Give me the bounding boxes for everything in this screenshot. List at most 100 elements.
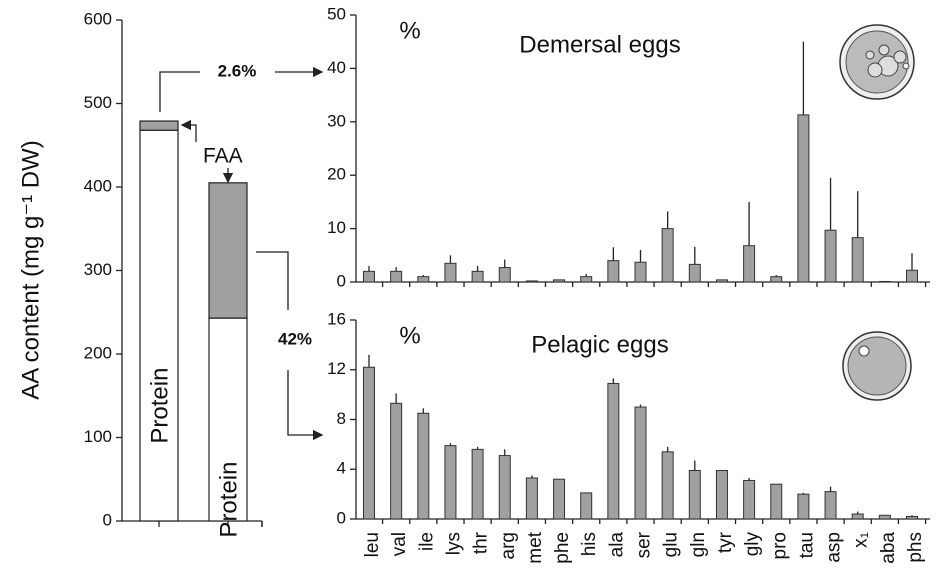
arrow [159, 71, 200, 112]
bar [715, 279, 728, 283]
series-label: Protein [215, 462, 242, 538]
y-tick-label: 300 [84, 260, 112, 279]
y-tick-label: 100 [84, 427, 112, 446]
bar-segment [208, 317, 248, 522]
x-tick-label: thr [471, 531, 492, 554]
bar [797, 114, 810, 283]
pelagic-egg-icon [842, 331, 912, 401]
bar [471, 270, 484, 283]
x-tick-label: phs [905, 532, 926, 563]
bar [878, 514, 891, 520]
bar [553, 478, 566, 520]
y-tick-label: 200 [84, 343, 112, 362]
bar [743, 479, 756, 520]
x-tick-label: his [579, 532, 600, 556]
y-tick-label: 16 [327, 309, 346, 328]
y-tick-label: 8 [337, 409, 346, 428]
annotation: 2.6% [218, 61, 257, 80]
x-tick-label: tau [796, 532, 817, 558]
x-tick-label: glu [661, 532, 682, 557]
bar [634, 406, 647, 520]
bar [390, 402, 403, 520]
x-tick-label: pro [769, 532, 790, 559]
x-tick-label: asp [824, 532, 845, 563]
y-tick-label: 4 [337, 459, 346, 478]
bar [743, 245, 756, 283]
bar [797, 493, 810, 520]
x-tick-label: tyr [715, 531, 736, 553]
panel-title: Demersal eggs [519, 31, 680, 58]
x-tick-label: ile [416, 532, 437, 551]
bar [580, 492, 593, 520]
bar [851, 513, 864, 520]
y-tick-label: 10 [327, 218, 346, 237]
y-unit-label: % [399, 322, 420, 349]
bar-segment [208, 182, 248, 319]
bar [770, 483, 783, 520]
y-tick-label: 30 [327, 111, 346, 130]
panel-title: Pelagic eggs [531, 331, 668, 358]
bar [363, 270, 375, 283]
bar [906, 516, 918, 520]
bar [498, 267, 511, 283]
annotation: 42% [278, 329, 312, 348]
arrow [180, 119, 197, 142]
y-tick-label: 0 [337, 271, 346, 290]
y-tick-label: 0 [103, 510, 112, 529]
bar [661, 451, 674, 520]
x-tick-label: arg [498, 532, 519, 559]
bar-segment [139, 120, 179, 131]
bar [525, 477, 538, 520]
bar [715, 469, 728, 520]
series-label: Protein [146, 368, 173, 444]
y-unit-label: % [399, 17, 420, 44]
arrow [287, 370, 324, 441]
bar [824, 229, 837, 283]
bar [363, 366, 375, 520]
y-tick-label: 600 [84, 9, 112, 28]
y-tick-label: 40 [327, 58, 346, 77]
series-label: FAA [203, 145, 243, 168]
bar [770, 276, 783, 283]
bar [580, 276, 593, 283]
x-tick-label: lys [443, 532, 464, 555]
x-tick-label: aba [878, 532, 899, 564]
bar [390, 270, 403, 283]
bar [824, 491, 837, 520]
bar [688, 263, 701, 283]
bar [417, 412, 430, 520]
bar [607, 382, 620, 520]
bar [444, 262, 457, 283]
x-tick-label: leu [362, 532, 383, 557]
y-tick-label: 12 [327, 359, 346, 378]
y-tick-label: 500 [84, 93, 112, 112]
bar [688, 469, 701, 520]
y-tick-label: 400 [84, 176, 112, 195]
bar [634, 261, 647, 283]
arrow [256, 251, 289, 310]
bar [906, 269, 918, 283]
x-tick-label: gly [742, 532, 763, 557]
bar [553, 279, 566, 283]
x-tick-label: ser [634, 531, 655, 558]
bar [498, 455, 511, 520]
y-tick-label: 20 [327, 165, 346, 184]
x-tick-label: met [525, 531, 546, 563]
x-tick-label: ala [606, 532, 627, 558]
bar [878, 280, 891, 283]
x-tick-label: gln [688, 532, 709, 557]
x-tick-label: phe [552, 532, 573, 564]
bar [851, 237, 864, 283]
x-tick-label: x₁ [851, 532, 872, 548]
y-tick-label: 0 [337, 508, 346, 527]
x-tick-label: val [389, 532, 410, 556]
y-axis-label: AA content (mg g⁻¹ DW) [17, 140, 44, 399]
bar [607, 260, 620, 283]
bar-segment [139, 129, 179, 522]
demersal-egg-icon [839, 24, 915, 100]
bar [525, 280, 538, 283]
y-tick-label: 50 [327, 4, 346, 23]
bar [444, 445, 457, 520]
bar [471, 448, 484, 520]
